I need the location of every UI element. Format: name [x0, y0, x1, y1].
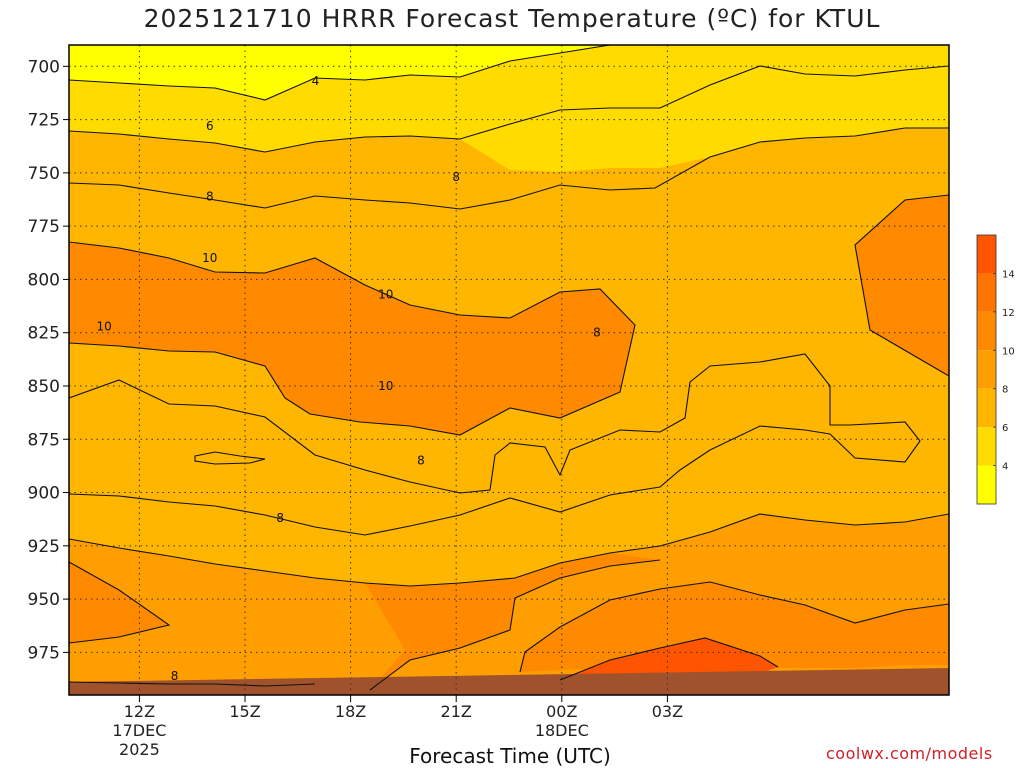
contour-line-10c-right — [854, 194, 949, 377]
colorbar-frame — [976, 234, 997, 505]
contour-line-6c — [69, 65, 949, 153]
colorbar-swatch-12-14 — [977, 273, 996, 312]
y-tick-label: 700 — [28, 57, 60, 77]
fill-band-10-12-right — [855, 195, 949, 376]
contour-label: 8 — [276, 511, 284, 525]
contour-line-8c-top — [69, 127, 949, 210]
y-tick-label: 725 — [28, 111, 60, 131]
fill-band-12-14 — [560, 638, 778, 680]
contour-line-8c-blob — [194, 451, 266, 465]
colorbar-swatch-4-6 — [977, 427, 996, 466]
y-tick-label: 775 — [28, 217, 60, 237]
fill-band-10-12-left — [69, 562, 169, 643]
fill-band-10-12-bottom — [520, 582, 949, 672]
contour-label: 8 — [206, 189, 214, 203]
colorbar-swatch-10-12 — [977, 311, 996, 351]
x-tick-label: 18Z — [335, 702, 366, 721]
x-tick-year: 2025 — [119, 740, 160, 759]
contour-label: 6 — [206, 119, 214, 133]
contour-line-12c — [559, 637, 779, 681]
contour-label-layer: 4 6 8 8 10 10 10 10 8 8 8 8 — [97, 74, 601, 683]
contour-line-layer — [69, 45, 949, 691]
fill-band-10-12-lowleft — [365, 553, 660, 690]
colorbar-label: 12 — [1002, 308, 1015, 319]
chart-title: 2025121710 HRRR Forecast Temperature (ºC… — [143, 4, 881, 33]
y-tick-label: 950 — [28, 590, 60, 610]
colorbar: 4 6 8 10 12 14 — [976, 234, 1015, 505]
y-axis: 700 725 750 775 800 825 850 875 900 925 950 975 — [28, 57, 69, 663]
contour-line-10c-left — [69, 561, 171, 644]
x-tick-label: 15Z — [229, 702, 260, 721]
contour-label: 8 — [452, 170, 460, 184]
colorbar-label: 14 — [1002, 269, 1015, 280]
contour-label: 10 — [378, 379, 393, 393]
y-tick-label: 875 — [28, 430, 60, 450]
colorbar-swatch-8-10 — [977, 350, 996, 389]
colorbar-swatch-2-4 — [977, 465, 996, 504]
contour-label: 10 — [378, 287, 393, 301]
contour-line-8c-lower — [69, 513, 949, 587]
contour-line-8c-mid — [69, 353, 921, 536]
contour-label: 10 — [202, 251, 217, 265]
fill-band-6-8-inner — [69, 354, 920, 535]
y-tick-label: 825 — [28, 324, 60, 344]
fill-band-6-8-blob — [195, 452, 265, 464]
y-tick-label: 750 — [28, 164, 60, 184]
y-tick-label: 850 — [28, 377, 60, 397]
contour-line-10c-upper — [69, 241, 636, 436]
colorbar-label: 6 — [1002, 423, 1008, 434]
x-tick-label: 00Z — [546, 702, 577, 721]
contour-label: 8 — [171, 669, 179, 683]
x-tick-date: 17DEC — [112, 721, 166, 740]
contour-label: 4 — [312, 74, 320, 88]
y-tick-label: 925 — [28, 537, 60, 557]
colorbar-swatch-14-16 — [977, 235, 996, 274]
colorbar-label: 8 — [1002, 385, 1008, 396]
x-tick-date: 18DEC — [535, 721, 589, 740]
colorbar-label: 4 — [1002, 462, 1008, 473]
x-tick-label: 12Z — [124, 702, 155, 721]
colorbar-swatch-6-8 — [977, 388, 996, 428]
y-tick-label: 975 — [28, 643, 60, 663]
contour-line-10c-lowleft — [369, 559, 661, 691]
contour-fill-layer — [69, 45, 949, 695]
ground-terrain — [69, 668, 949, 695]
y-tick-label: 900 — [28, 484, 60, 504]
contour-line-8c-ground — [69, 681, 316, 687]
contour-label: 8 — [417, 454, 425, 468]
colorbar-label: 10 — [1002, 346, 1015, 357]
fill-band-2-4 — [69, 45, 610, 100]
y-tick-label: 800 — [28, 270, 60, 290]
contour-line-10c-bottom — [519, 581, 949, 673]
contour-line-4c — [69, 45, 611, 101]
contour-label: 8 — [593, 326, 601, 340]
x-tick-label: 21Z — [441, 702, 472, 721]
x-tick-label: 03Z — [652, 702, 683, 721]
credit-link[interactable]: coolwx.com/models — [826, 744, 993, 763]
plot-frame — [68, 44, 950, 696]
contour-label: 10 — [97, 319, 112, 333]
x-axis-label: Forecast Time (UTC) — [409, 744, 611, 768]
grid-layer — [69, 45, 949, 695]
fill-band-10-12-upper — [69, 242, 635, 435]
